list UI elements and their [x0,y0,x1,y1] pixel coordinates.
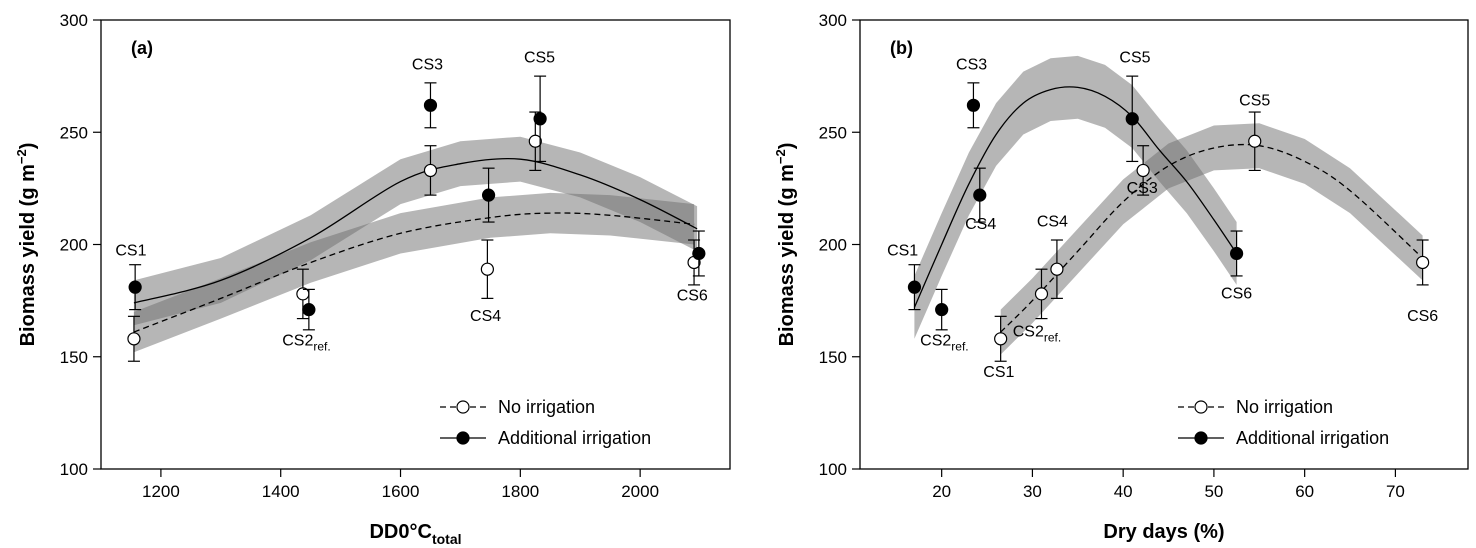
y-axis-label: Biomass yield (g m−2) [14,143,39,347]
legend-label: No irrigation [498,397,595,417]
legend-marker [456,400,470,414]
y-tick-label: 300 [819,11,847,30]
data-point-cs4-additional-irrigation [973,188,987,202]
confidence-band-additional-irrigation [914,55,1237,339]
y-axis-label: Biomass yield (g m−2) [773,143,798,347]
confidence-band-additional-irrigation [133,136,698,326]
y-tick-label: 100 [60,460,88,479]
y-tick-label: 200 [819,236,847,255]
site-label: CS5 [524,50,555,67]
fit-line-additional-irrigation [913,86,1238,308]
site-label: CS2ref. [282,333,330,354]
panel-label: (b) [890,38,913,58]
x-tick-label: 1600 [382,482,420,501]
legend-marker [1194,431,1208,445]
data-point-cs1-additional-irrigation [907,280,922,294]
site-label: CS3 [1127,180,1158,197]
legend: No irrigation Additional irrigation [440,397,651,448]
data-point-cs3-no-irrigation [423,163,438,178]
x-tick-label: 1400 [262,482,300,501]
site-label: CS6 [1407,308,1438,325]
y-tick-label: 100 [819,460,847,479]
panel-a: CS1 CS2ref. CS3 CS4 CS5 CS6 100 150 200 250 300 120… [14,11,731,547]
data-point-cs3-additional-irrigation [966,98,981,112]
panel-label: (a) [131,38,153,58]
x-tick-label: 1200 [142,482,180,501]
y-tick-label: 200 [60,236,88,255]
site-label: CS1 [983,364,1014,381]
data-point-cs3-additional-irrigation [423,98,438,112]
data-point-cs5-no-irrigation [528,134,542,148]
site-label: CS1 [887,243,918,260]
data-point-cs4-no-irrigation [480,262,494,276]
site-label: CS6 [1221,285,1252,302]
data-point-cs1-no-irrigation [994,332,1008,346]
legend: No irrigation Additional irrigation [1178,397,1389,448]
x-tick-label: 70 [1386,482,1405,501]
data-point-cs1-additional-irrigation [128,280,142,294]
site-label: CS1 [115,243,146,260]
confidence-band-no-irrigation [1000,123,1423,355]
confidence-band-no-irrigation [133,192,695,353]
x-tick-label: 2000 [621,482,659,501]
data-point-cs5-no-irrigation [1248,134,1262,148]
legend-marker [456,431,470,445]
data-point-cs1-no-irrigation [127,332,141,346]
legend-marker [1194,400,1208,414]
legend-label: No irrigation [1236,397,1333,417]
data-point-cs4-additional-irrigation [481,188,496,202]
data-point-cs5-additional-irrigation [1125,112,1139,126]
y-tick-label: 300 [60,11,88,30]
site-label: CS3 [956,56,987,73]
legend-label: Additional irrigation [1236,428,1389,448]
x-tick-label: 30 [1023,482,1042,501]
y-tick-label: 150 [819,348,847,367]
data-point-cs3-no-irrigation [1136,163,1150,178]
data-point-cs6-no-irrigation [1416,255,1430,270]
x-tick-label: 40 [1114,482,1133,501]
site-label: CS2ref. [1013,324,1061,345]
legend-label: Additional irrigation [498,428,651,448]
site-label: CS4 [965,216,996,233]
y-tick-label: 250 [60,123,88,142]
fit-line-additional-irrigation [133,157,698,304]
site-label: CS2ref. [920,333,968,354]
data-point-cs5-additional-irrigation [533,112,547,126]
x-tick-label: 60 [1295,482,1314,501]
fit-line-no-irrigation [133,212,695,333]
x-axis-label: Dry days (%) [1103,521,1224,543]
site-label: CS4 [1037,214,1068,231]
data-point-cs2-no-irrigation [1034,287,1049,301]
site-label: CS4 [470,308,501,325]
x-tick-label: 50 [1204,482,1223,501]
data-point-cs6-additional-irrigation [1229,246,1244,261]
site-label: CS3 [412,56,443,73]
data-point-cs2-additional-irrigation [935,303,949,317]
x-axis-label: DD0°Ctotal [369,521,461,547]
data-point-cs2-additional-irrigation [302,303,316,317]
site-label: CS5 [1119,50,1150,67]
site-label: CS5 [1239,92,1270,109]
data-point-cs6-additional-irrigation [692,246,706,261]
site-label: CS6 [677,288,708,305]
x-tick-label: 1800 [501,482,539,501]
fit-line-no-irrigation [1000,143,1424,333]
y-tick-label: 150 [60,348,88,367]
data-point-cs4-no-irrigation [1050,262,1064,276]
x-tick-label: 20 [932,482,951,501]
y-tick-label: 250 [819,123,847,142]
panel-b: CS1 CS2ref. CS3 CS4 CS1 CS2ref. CS4 CS3 CS5 CS5 CS… [773,11,1469,543]
